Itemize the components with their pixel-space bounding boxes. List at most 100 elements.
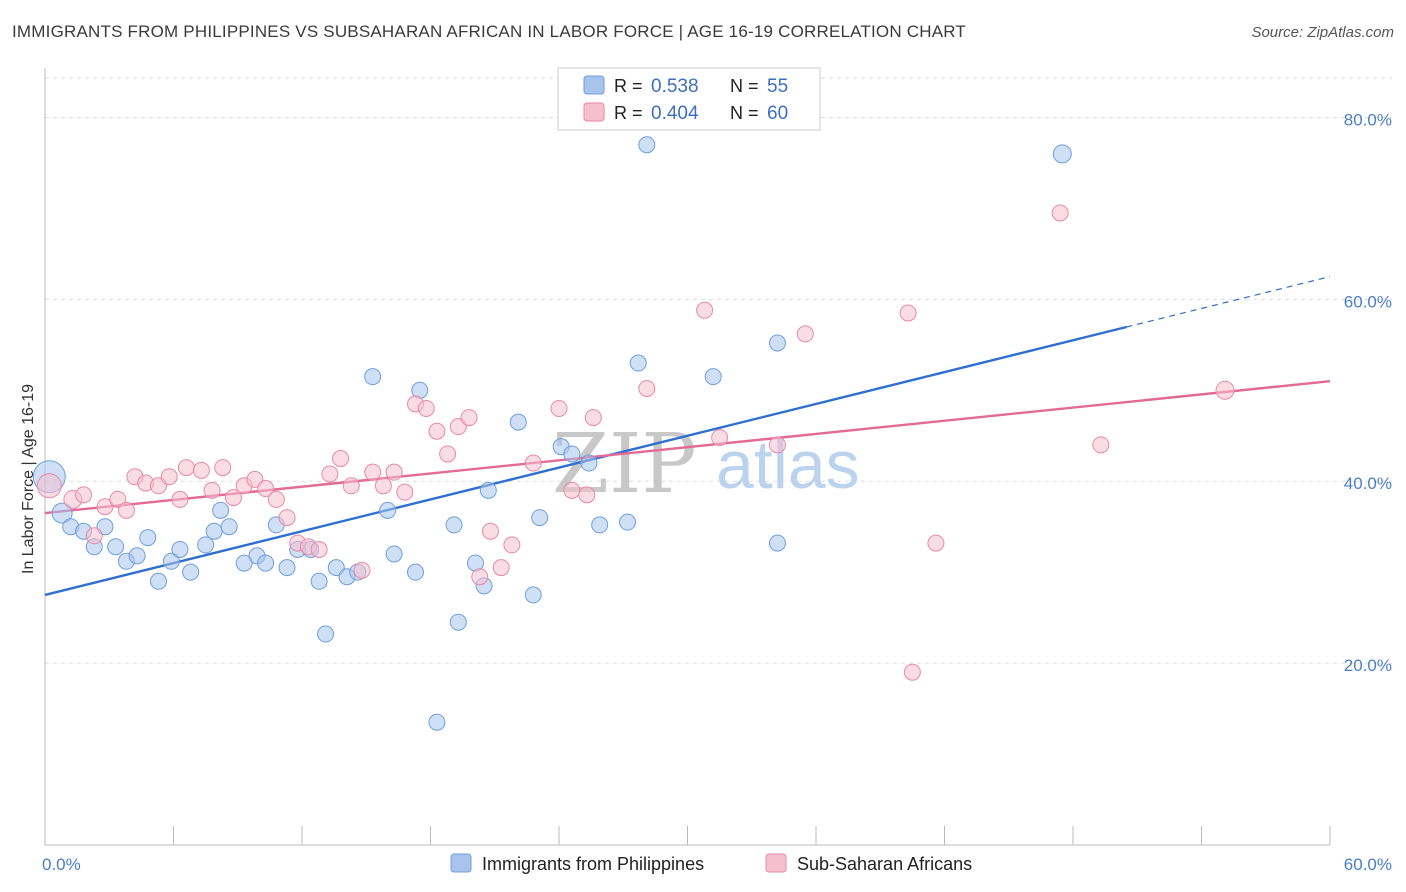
point-philippines — [619, 513, 637, 531]
point-philippines — [212, 501, 230, 519]
legend-swatch-subsaharan — [765, 853, 787, 873]
y-tick-label: 60.0% — [1344, 292, 1392, 311]
x-tick-label: 60.0% — [1344, 855, 1392, 874]
point-subsaharan — [638, 379, 656, 397]
point-subsaharan — [332, 450, 350, 467]
point-subsaharan — [267, 490, 285, 508]
stats-legend-r-value-1: 0.538 — [651, 76, 699, 97]
y-tick-label: 20.0% — [1344, 656, 1392, 675]
point-subsaharan — [503, 536, 521, 554]
point-philippines — [509, 413, 527, 431]
point-subsaharan — [524, 454, 542, 472]
point-subsaharan — [321, 465, 339, 483]
point-subsaharan — [342, 477, 360, 495]
stats-legend: R = 0.538 N = 55 R = 0.404 N = 60 — [557, 67, 821, 131]
point-philippines — [310, 572, 328, 590]
point-philippines — [150, 572, 168, 590]
point-philippines — [768, 334, 786, 352]
point-philippines — [385, 545, 403, 563]
point-philippines — [278, 559, 296, 577]
point-philippines — [591, 516, 609, 534]
stats-legend-n-label-1: N = — [730, 76, 759, 96]
x-tick-labels: 0.0% 60.0% — [42, 855, 1392, 874]
point-philippines — [257, 554, 275, 572]
stats-legend-r-value-2: 0.404 — [651, 103, 699, 124]
point-subsaharan — [117, 501, 135, 519]
point-philippines — [182, 563, 200, 581]
point-philippines — [139, 529, 157, 547]
legend-swatch-philippines — [450, 853, 472, 873]
watermark: ZIP atlas — [552, 417, 860, 512]
point-subsaharan — [1092, 436, 1110, 454]
y-tick-label: 40.0% — [1344, 474, 1392, 493]
chart-title: IMMIGRANTS FROM PHILIPPINES VS SUBSAHARA… — [12, 22, 966, 41]
point-philippines — [704, 368, 722, 386]
chart-source: Source: ZipAtlas.com — [1251, 24, 1394, 41]
point-subsaharan — [160, 468, 178, 486]
point-subsaharan — [353, 561, 371, 579]
point-subsaharan — [550, 399, 568, 417]
point-philippines — [524, 586, 542, 604]
trend-line-philippines-extension — [1126, 276, 1331, 328]
data-points — [32, 136, 1235, 731]
point-philippines — [768, 534, 786, 552]
point-subsaharan — [1051, 204, 1069, 222]
point-subsaharan — [278, 509, 296, 527]
point-philippines — [629, 354, 647, 372]
point-philippines — [51, 502, 73, 524]
point-subsaharan — [1215, 380, 1235, 400]
point-subsaharan — [85, 527, 103, 545]
y-axis-label: In Labor Force | Age 16-19 — [20, 384, 37, 574]
point-subsaharan — [563, 481, 581, 499]
point-subsaharan — [460, 409, 478, 427]
point-philippines — [197, 536, 215, 554]
point-subsaharan — [192, 461, 210, 479]
y-tick-label: 80.0% — [1344, 110, 1392, 129]
point-philippines — [107, 538, 125, 556]
stats-legend-n-value-2: 60 — [767, 103, 788, 124]
point-philippines — [445, 516, 463, 534]
point-subsaharan — [177, 459, 195, 477]
point-subsaharan — [171, 490, 189, 508]
stats-legend-n-value-1: 55 — [767, 76, 788, 97]
point-subsaharan — [214, 459, 232, 477]
stats-legend-n-label-2: N = — [730, 103, 759, 123]
point-philippines — [449, 613, 467, 631]
point-subsaharan — [471, 568, 489, 586]
point-philippines — [162, 552, 180, 570]
point-subsaharan — [578, 486, 596, 504]
point-philippines — [128, 547, 146, 565]
point-subsaharan — [428, 422, 446, 440]
point-philippines — [531, 509, 549, 527]
point-subsaharan — [36, 473, 62, 499]
point-subsaharan — [711, 429, 729, 447]
point-philippines — [171, 540, 189, 558]
point-philippines — [205, 522, 223, 540]
point-subsaharan — [768, 436, 786, 454]
stats-legend-r-label-1: R = — [614, 76, 643, 96]
point-subsaharan — [584, 409, 602, 427]
bottom-legend: Immigrants from Philippines Sub-Saharan … — [450, 853, 972, 874]
point-philippines — [580, 454, 598, 472]
point-philippines — [563, 445, 581, 463]
point-subsaharan — [439, 445, 457, 463]
stats-legend-swatch-subsaharan — [583, 102, 605, 122]
point-philippines — [364, 368, 382, 386]
point-philippines — [407, 563, 425, 581]
legend-label-philippines: Immigrants from Philippines — [482, 854, 704, 874]
point-subsaharan — [927, 534, 945, 552]
axes — [44, 68, 1331, 846]
stats-legend-swatch-philippines — [583, 75, 605, 95]
point-philippines — [317, 625, 335, 643]
point-philippines — [235, 554, 253, 572]
point-subsaharan — [796, 325, 814, 343]
point-subsaharan — [224, 489, 242, 507]
point-subsaharan — [396, 483, 414, 501]
point-subsaharan — [75, 486, 93, 504]
point-subsaharan — [903, 663, 921, 681]
point-subsaharan — [492, 559, 510, 577]
point-philippines — [379, 501, 397, 519]
point-philippines — [220, 518, 238, 536]
point-philippines — [1052, 144, 1072, 164]
